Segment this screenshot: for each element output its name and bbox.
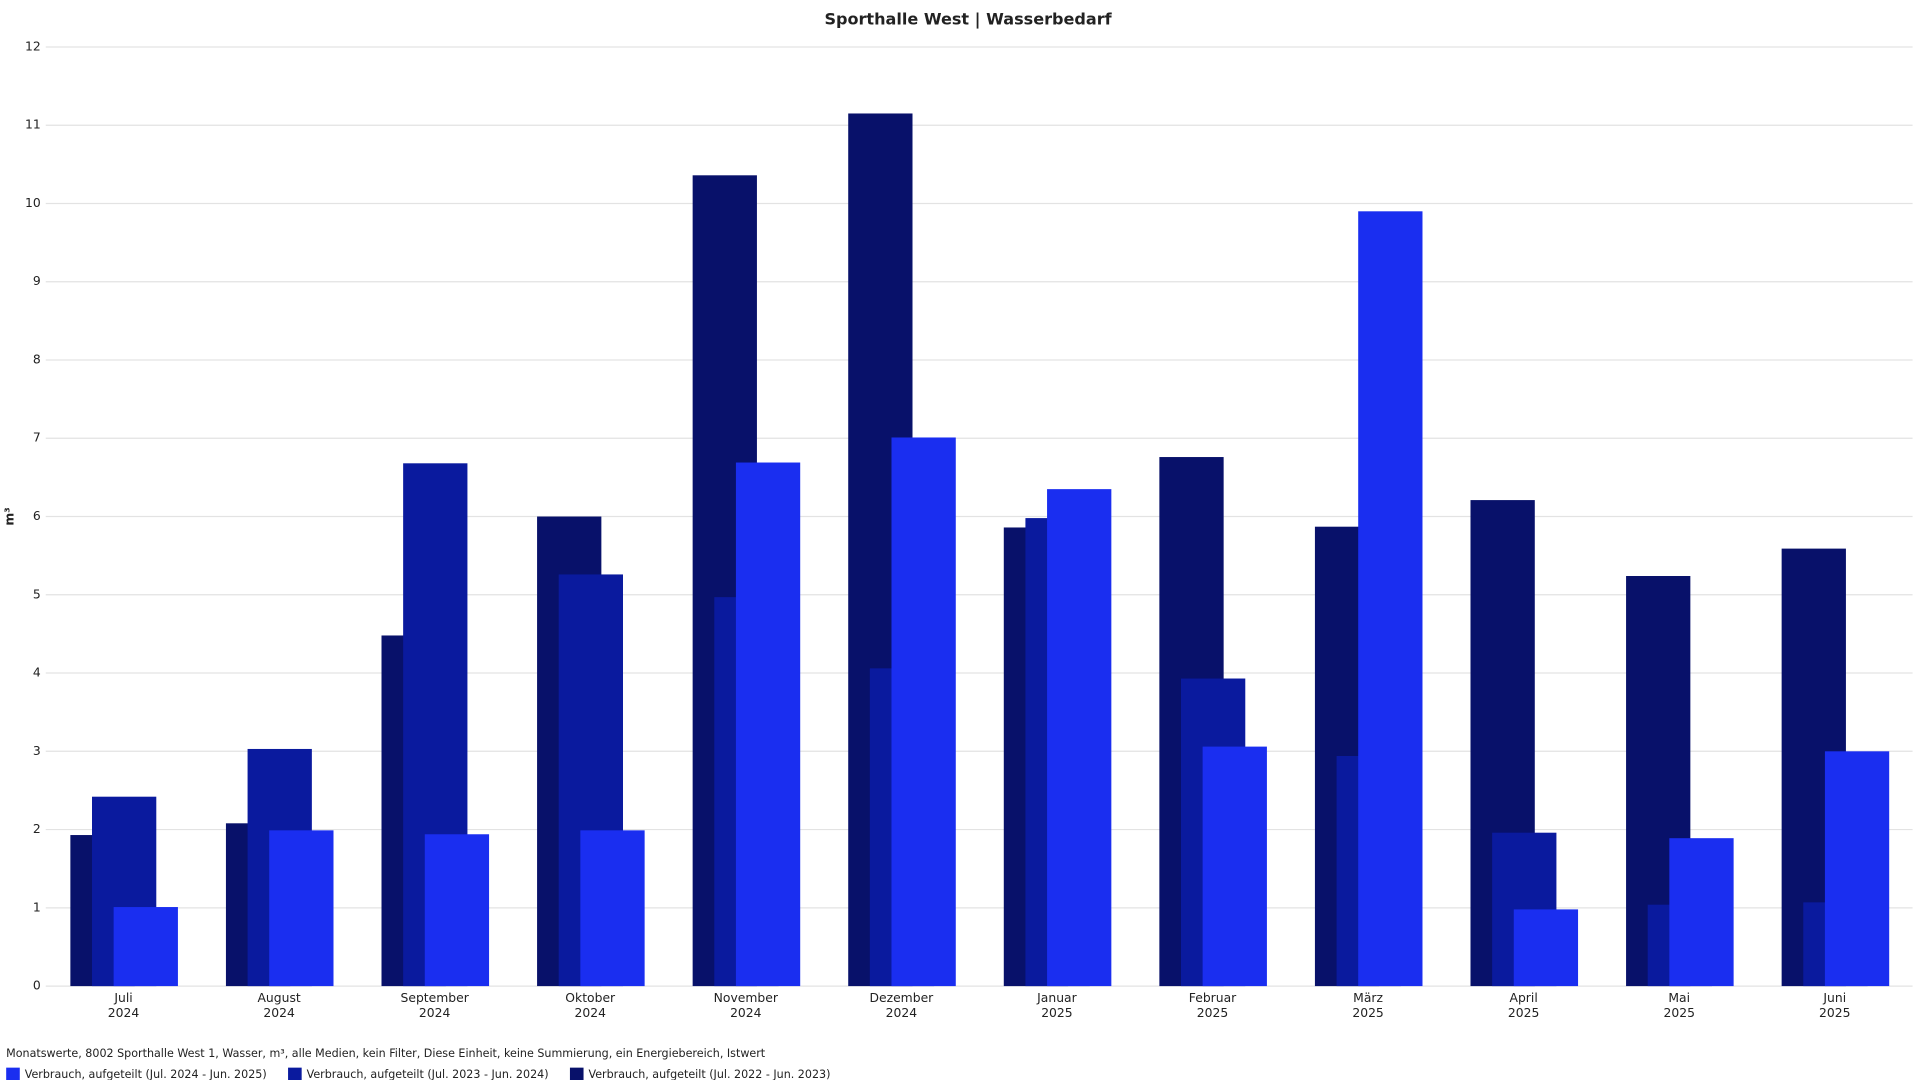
legend-swatch [6,1067,20,1080]
y-tick-label: 1 [33,900,41,914]
y-tick-label: 11 [25,118,41,132]
x-tick-group: April 2025 [1507,992,1540,1021]
x-tick-group: Mai 2025 [1663,992,1695,1021]
bar [735,462,801,987]
x-tick-group: Oktober 2024 [565,992,616,1021]
bar [891,437,956,987]
x-tick-group: Juli 2024 [107,992,140,1021]
x-tick-label: Januar 2025 [1037,992,1077,1021]
bar [269,830,334,987]
x-tick-group: Dezember 2024 [869,992,934,1021]
y-tick-label: 8 [33,353,41,367]
legend-label: Verbrauch, aufgeteilt (Jul. 2023 - Jun. … [307,1068,549,1080]
bar [1047,489,1112,987]
bar [424,834,490,987]
x-tick-group: Juni 2025 [1819,992,1851,1021]
y-tick-label: 12 [25,39,41,53]
legend-swatch [288,1067,302,1080]
bar [1824,751,1890,987]
x-tick-label: Dezember 2024 [869,992,934,1021]
x-tick-label: Juli 2024 [107,992,140,1021]
x-tick-label: November 2024 [713,992,778,1021]
x-tick-label: März 2025 [1352,992,1384,1021]
y-tick-label: 4 [33,666,41,680]
bar [1669,838,1734,987]
footnote: Monatswerte, 8002 Sporthalle West 1, Was… [6,1047,766,1060]
x-tick-label: Oktober 2024 [565,992,616,1021]
y-tick-label: 6 [33,509,41,523]
bar [113,907,178,987]
y-tick-label: 5 [33,587,41,601]
x-tick-group: August 2024 [257,992,301,1021]
y-axis-label: m³ [2,507,16,525]
x-tick-label: Juni 2025 [1819,992,1851,1021]
x-tick-group: November 2024 [713,992,778,1021]
x-tick-label: August 2024 [257,992,301,1021]
legend-swatch [569,1067,584,1080]
legend-label: Verbrauch, aufgeteilt (Jul. 2022 - Jun. … [588,1068,830,1080]
x-tick-label: Mai 2025 [1663,992,1695,1021]
bar [1513,909,1579,987]
y-tick-label: 0 [33,979,41,993]
chart-title: Sporthalle West | Wasserbedarf [824,9,1112,29]
bar [1202,746,1267,987]
bar [580,830,645,987]
x-tick-label: April 2025 [1507,992,1540,1021]
y-tick-label: 7 [33,431,41,445]
x-tick-group: Januar 2025 [1037,992,1077,1021]
y-tick-label: 3 [33,744,41,758]
y-tick-label: 9 [33,274,41,288]
x-tick-label: September 2024 [400,992,469,1021]
x-tick-group: März 2025 [1352,992,1384,1021]
y-tick-label: 2 [33,822,41,836]
x-tick-group: September 2024 [400,992,469,1021]
x-tick-group: Februar 2025 [1188,992,1237,1021]
x-tick-label: Februar 2025 [1188,992,1237,1021]
legend-label: Verbrauch, aufgeteilt (Jul. 2024 - Jun. … [25,1068,267,1080]
y-tick-label: 10 [25,196,41,210]
bar [1358,211,1423,987]
